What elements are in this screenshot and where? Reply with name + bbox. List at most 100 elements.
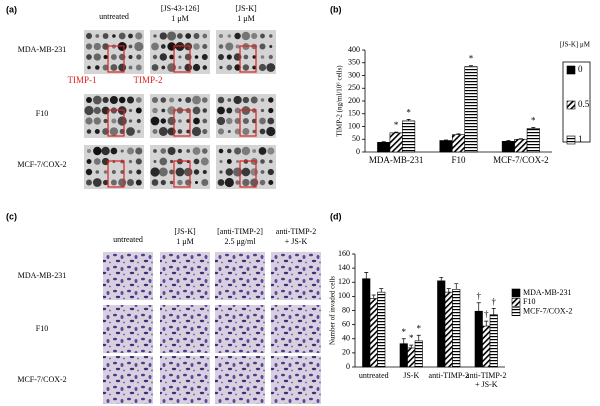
- blot-spot: [120, 170, 125, 174]
- error-bar: [394, 131, 399, 133]
- blot-spot: [185, 33, 192, 39]
- blot-spot: [128, 55, 133, 59]
- blot-spot: [109, 95, 118, 105]
- blot-spot: [92, 95, 102, 105]
- blot-spot: [112, 34, 116, 38]
- blot-spot: [266, 63, 276, 72]
- blot-spot: [128, 108, 133, 113]
- bar: [407, 347, 416, 368]
- blot-spot: [135, 179, 142, 186]
- x-tick-label: anti-TIMP-2 + JS-K: [466, 371, 507, 389]
- blot-spot: [111, 118, 117, 124]
- blot-spot: [252, 129, 256, 134]
- panel-label: (c): [6, 211, 17, 221]
- x-tick-label-box: untreated: [359, 371, 389, 380]
- blot-spot: [169, 169, 175, 175]
- micrograph: [160, 252, 210, 300]
- blot-spot: [93, 158, 101, 165]
- significance-marker: †: [492, 296, 497, 306]
- y-tick-label: 100: [348, 121, 360, 130]
- highlight-box: [239, 109, 257, 137]
- blot-spot: [191, 126, 202, 137]
- blot-spot: [102, 128, 110, 135]
- blot-spot: [260, 108, 265, 113]
- blot-spot: [152, 128, 158, 135]
- blot-spot: [243, 54, 249, 60]
- legend-label: 0.5: [578, 99, 590, 109]
- bar: [452, 289, 461, 368]
- bar: [399, 343, 408, 368]
- blot-spot: [160, 118, 167, 124]
- column-header: anti-TIMP-2: [276, 227, 316, 236]
- blot-spot: [186, 119, 191, 123]
- micrograph: [160, 356, 210, 404]
- blot-spot: [227, 34, 232, 38]
- blot-spot: [102, 179, 109, 186]
- blot-spot: [177, 179, 183, 186]
- legend-swatch: [511, 307, 521, 317]
- blot-spot: [86, 54, 92, 60]
- blot-spot: [225, 168, 234, 176]
- blot-spot: [152, 54, 158, 60]
- bar: [526, 128, 540, 153]
- blot-spot: [202, 148, 208, 154]
- blot-spot: [178, 65, 182, 70]
- blot-spot: [92, 178, 102, 187]
- x-tick-label: JS-K: [403, 371, 420, 380]
- blot-spot: [192, 95, 201, 105]
- significance-marker: †: [477, 291, 482, 301]
- highlight-box: [173, 109, 191, 137]
- error-bar: [468, 65, 473, 67]
- blot-spot: [150, 167, 160, 177]
- significance-marker: *: [531, 116, 536, 126]
- panel-label: (d): [330, 211, 342, 221]
- blot-spot: [226, 107, 233, 114]
- micrograph: [271, 252, 321, 300]
- blot-spot: [170, 159, 174, 164]
- blot-spot: [87, 65, 91, 70]
- blot-spot: [259, 128, 266, 135]
- blot-spot: [101, 146, 110, 156]
- error-bar: [416, 334, 421, 341]
- blot-spot: [136, 54, 142, 60]
- micrograph: [215, 252, 265, 300]
- error-bar: [439, 276, 444, 281]
- legend-label: MDA-MB-231: [523, 288, 571, 297]
- blot-spot: [118, 32, 126, 40]
- blot-spot: [260, 170, 265, 174]
- blot-spot: [260, 159, 265, 164]
- blot-spot: [175, 167, 185, 177]
- micrograph: [160, 305, 210, 353]
- blot-spot: [258, 147, 267, 155]
- blot-spot: [85, 43, 93, 50]
- blot-spot: [93, 117, 101, 125]
- blot-spot: [269, 44, 273, 49]
- row-label: MCF-7/COX-2: [17, 160, 66, 169]
- x-tick-label-box: JS-K: [403, 371, 420, 380]
- blot-spot: [103, 54, 108, 60]
- blot-spot: [233, 95, 242, 105]
- error-bar: [476, 302, 481, 312]
- x-tick-label: MCF-7/COX-2: [493, 156, 549, 165]
- bar: [464, 66, 478, 153]
- blot-spot: [202, 33, 208, 39]
- blot-spot: [194, 55, 199, 59]
- error-bar: [456, 133, 461, 135]
- blot-spot: [259, 179, 266, 186]
- blot-spot: [185, 97, 192, 103]
- blot-spot: [192, 63, 201, 72]
- blot-spot: [242, 96, 250, 104]
- blot-spot: [111, 170, 116, 174]
- blot-spot: [178, 98, 182, 102]
- y-tick-label: 0: [356, 147, 360, 156]
- bar: [362, 278, 371, 368]
- blot-spot: [161, 108, 166, 113]
- blot-spot: [84, 105, 94, 116]
- blot-spot: [153, 159, 157, 164]
- y-tick-label: 150: [348, 109, 360, 118]
- y-tick-label: 40: [342, 334, 350, 343]
- blot-spot: [202, 43, 208, 50]
- blot-spot: [251, 32, 258, 40]
- blot-spot: [150, 116, 160, 126]
- legend-swatch: [511, 298, 521, 307]
